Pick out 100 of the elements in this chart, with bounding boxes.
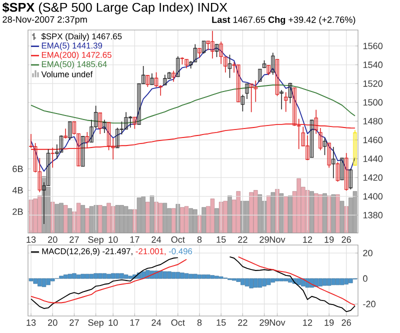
bar	[284, 196, 288, 233]
y-tick-label: 1440	[363, 156, 383, 162]
candlestick	[81, 136, 85, 167]
x-tick-label: 19	[324, 319, 334, 326]
bar	[326, 278, 332, 286]
x-tick-label: 20	[48, 319, 58, 326]
candlestick	[322, 137, 327, 156]
x-tick-label: 19	[324, 236, 334, 243]
text: $SPX (Daily) 1467.65	[41, 33, 122, 41]
x-tick-label: 17	[130, 319, 140, 326]
candlestick	[284, 92, 288, 112]
candlestick	[202, 40, 206, 54]
bar	[171, 208, 176, 233]
bar	[318, 278, 323, 286]
bar	[284, 278, 288, 282]
candlestick	[106, 122, 111, 151]
candlestick	[219, 41, 223, 64]
candlestick	[102, 119, 106, 134]
x-tick-label: 20	[48, 236, 58, 243]
bar	[110, 273, 116, 279]
x-tick-label: 8	[197, 319, 202, 326]
candlestick	[275, 58, 280, 96]
bar	[98, 205, 102, 233]
y-tick-label: 20	[363, 250, 372, 256]
bar	[162, 271, 168, 279]
legend-label: MACD(12,26,9) -21.497,	[42, 248, 132, 256]
y-tick-label: 1380	[363, 212, 383, 218]
candlestick	[98, 112, 102, 134]
candlestick	[310, 119, 314, 158]
x-tick-label: 27	[70, 319, 79, 326]
bar	[63, 205, 68, 233]
candlestick	[85, 132, 90, 149]
bar	[33, 278, 38, 284]
x-tick-label: 13	[26, 236, 36, 243]
x-tick-label: 24	[152, 236, 162, 243]
text: -0.496	[168, 248, 192, 254]
candlestick	[163, 74, 167, 86]
x-tick-label: 27	[70, 236, 79, 243]
candlestick	[193, 44, 198, 62]
bar	[42, 278, 46, 287]
candlestick	[336, 162, 340, 182]
x-tick-label: 29	[260, 236, 269, 243]
candlestick	[266, 64, 270, 76]
bar	[197, 274, 202, 279]
x-tick-label: 22	[238, 319, 248, 326]
candlestick	[146, 74, 150, 88]
bar	[223, 200, 228, 233]
bar	[68, 274, 72, 279]
candlestick	[116, 127, 120, 148]
bar	[270, 278, 276, 283]
candlestick	[124, 112, 128, 130]
bar	[76, 274, 81, 279]
bar	[89, 274, 94, 279]
x-tick-label: 8	[197, 236, 202, 243]
bar	[158, 270, 163, 279]
x-tick-label: 15	[216, 319, 226, 326]
legend-label: Volume undef	[41, 71, 93, 78]
bar	[180, 207, 184, 233]
x-tick-label: 17	[130, 236, 140, 243]
bar	[279, 278, 284, 282]
bar	[76, 202, 81, 233]
y-tick-label: 1560	[363, 42, 383, 50]
candlestick	[340, 158, 344, 180]
x-tick-label: 10	[108, 319, 118, 326]
x-tick-label: 24	[152, 319, 162, 326]
bar	[184, 273, 189, 279]
candlestick	[172, 70, 176, 82]
bar	[80, 274, 85, 279]
bar	[171, 272, 176, 279]
candlestick	[318, 128, 322, 151]
candlestick	[249, 84, 254, 113]
bar	[266, 278, 271, 286]
series-label: -21.001,	[136, 248, 166, 256]
bar	[236, 278, 240, 282]
text: Last 1467.65 Chg +39.42 (+2.76%)	[212, 16, 356, 25]
x-tick-label: Oct	[171, 236, 185, 243]
bar	[275, 189, 280, 233]
bar	[266, 195, 271, 233]
bar	[128, 276, 132, 279]
candlestick	[292, 87, 296, 126]
bar	[314, 193, 318, 233]
candlestick	[254, 80, 258, 102]
x-tick-label: Sep	[88, 319, 104, 328]
y2-tick-label: 6B	[12, 166, 23, 172]
x-tick-label: Oct	[171, 319, 185, 326]
y-tick-label: 1460	[363, 136, 383, 144]
y2-tick-label: 2B	[12, 208, 23, 215]
bar	[184, 206, 189, 233]
bar	[236, 191, 240, 233]
bar	[344, 206, 348, 233]
y-tick-label: 1420	[363, 174, 383, 181]
bar	[176, 272, 180, 279]
candlestick	[64, 128, 68, 139]
candlestick	[210, 30, 214, 59]
y-tick-label: 1520	[363, 80, 383, 87]
candlestick	[288, 82, 292, 104]
candlestick	[344, 152, 348, 192]
bar	[258, 278, 262, 288]
legend-label: EMA(50) 1485.64	[42, 60, 107, 69]
y-tick-label: 0	[363, 275, 368, 282]
